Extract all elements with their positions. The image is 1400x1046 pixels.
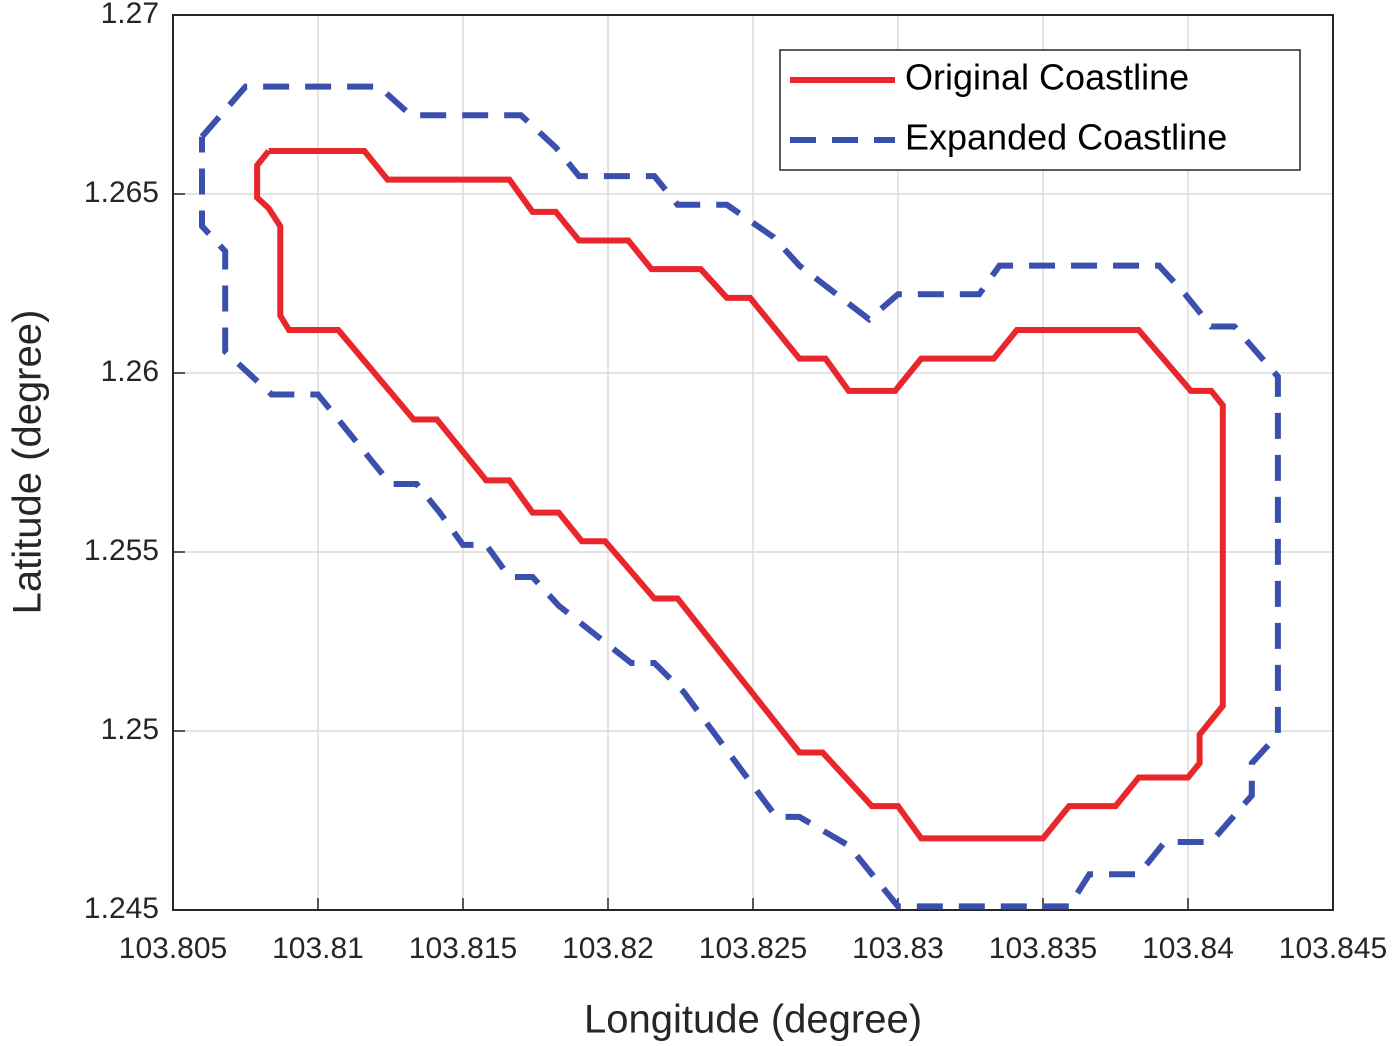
- x-tick-label: 103.825: [699, 932, 807, 965]
- x-tick-label: 103.835: [989, 932, 1097, 965]
- x-tick-label: 103.82: [562, 932, 654, 965]
- x-tick-label: 103.81: [272, 932, 364, 965]
- y-tick-label: 1.27: [101, 0, 159, 30]
- y-tick-label: 1.26: [101, 355, 159, 388]
- x-tick-label: 103.815: [409, 932, 517, 965]
- coastline: [254, 148, 1226, 842]
- legend-label: Original Coastline: [905, 57, 1189, 98]
- y-tick-label: 1.25: [101, 713, 159, 746]
- y-tick-label: 1.265: [84, 176, 159, 209]
- coastline: [199, 83, 1281, 910]
- x-tick-label: 103.805: [119, 932, 227, 965]
- legend-box: [779, 49, 1301, 171]
- y-tick-label: 1.245: [84, 892, 159, 925]
- legend-label: Expanded Coastline: [905, 117, 1227, 158]
- x-tick-label: 103.845: [1279, 932, 1387, 965]
- x-axis-label: Longitude (degree): [584, 998, 922, 1042]
- x-tick-label: 103.83: [852, 932, 944, 965]
- y-axis-label: Latitude (degree): [6, 310, 50, 615]
- x-tick-label: 103.84: [1142, 932, 1234, 965]
- plot-frame: [172, 14, 1334, 911]
- y-tick-label: 1.255: [84, 534, 159, 567]
